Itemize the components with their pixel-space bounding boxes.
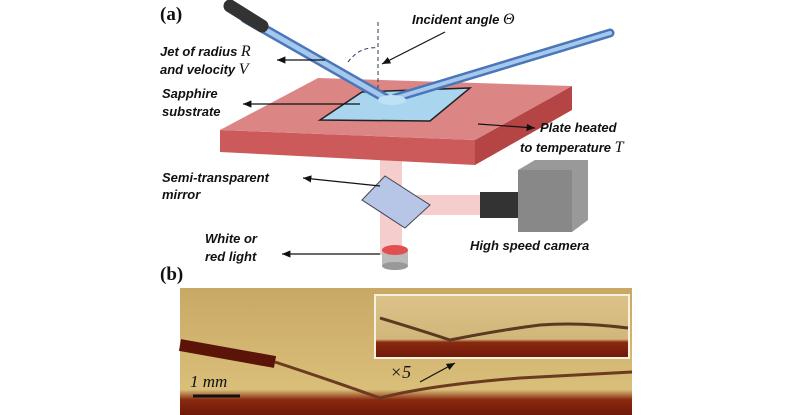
label: Sapphire bbox=[162, 86, 218, 101]
jet-inset bbox=[379, 316, 629, 342]
jet-out bbox=[393, 31, 612, 100]
camera-lens bbox=[480, 192, 520, 218]
arrow bbox=[302, 175, 381, 187]
label: High speed camera bbox=[470, 238, 589, 253]
label: Plate heated bbox=[540, 120, 618, 135]
arrow bbox=[477, 123, 536, 132]
nozzle-photo bbox=[178, 339, 277, 368]
inset bbox=[374, 294, 630, 359]
panel-label: (a) bbox=[160, 4, 182, 25]
light-source bbox=[382, 262, 408, 270]
symbol: V bbox=[239, 61, 251, 78]
label: White or bbox=[205, 231, 258, 246]
zoom-label: ×5 bbox=[390, 362, 411, 382]
splash bbox=[378, 95, 406, 105]
camera bbox=[518, 170, 572, 232]
label: Jet of radius R bbox=[160, 43, 251, 60]
nozzle bbox=[223, 0, 269, 33]
symbol: R bbox=[240, 43, 251, 60]
label: red light bbox=[205, 249, 257, 264]
label: to temperature T bbox=[520, 139, 625, 156]
jet-in bbox=[242, 15, 388, 101]
angle-arc bbox=[347, 47, 379, 63]
label: Jet of radius bbox=[160, 44, 237, 59]
arrow bbox=[381, 31, 446, 65]
label: Incident angle bbox=[412, 12, 499, 27]
label: substrate bbox=[162, 104, 221, 119]
label: and velocity V bbox=[160, 61, 251, 78]
symbol: Θ bbox=[503, 11, 515, 28]
label: to temperature bbox=[520, 140, 611, 155]
label: mirror bbox=[162, 187, 201, 202]
arrow bbox=[419, 362, 456, 383]
light-source bbox=[382, 245, 408, 255]
plate-side bbox=[475, 86, 572, 165]
label: and velocity bbox=[160, 62, 236, 77]
symbol: T bbox=[615, 139, 625, 156]
mirror bbox=[361, 175, 431, 229]
plate-front bbox=[220, 130, 475, 165]
scale-label: 1 mm bbox=[190, 372, 227, 391]
panel-label: (b) bbox=[160, 264, 183, 285]
label: Semi-transparent bbox=[162, 170, 270, 185]
jet-photo bbox=[274, 360, 633, 400]
label: Incident angle Θ bbox=[412, 11, 515, 28]
